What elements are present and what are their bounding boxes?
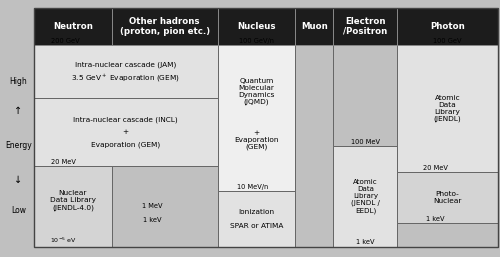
Text: 1 keV: 1 keV [356,240,374,245]
Text: ↓: ↓ [14,175,22,185]
Bar [296,45,334,247]
Text: Nuclear
Data Library
(JENDL-4.0): Nuclear Data Library (JENDL-4.0) [50,190,96,211]
Bar [34,166,112,247]
Text: Evaporation (GEM): Evaporation (GEM) [91,141,160,148]
Bar [34,8,112,45]
Text: Ionization: Ionization [238,209,274,215]
Bar [34,45,498,247]
Text: 200 GeV: 200 GeV [51,38,80,44]
Text: Electron
/Positron: Electron /Positron [344,16,388,36]
Text: Muon: Muon [301,22,328,31]
Text: Other hadrons
(proton, pion etc.): Other hadrons (proton, pion etc.) [120,16,210,36]
Bar [34,98,218,166]
Text: Photo-
Nuclear: Photo- Nuclear [434,191,462,204]
Bar [334,8,398,45]
Bar [334,45,398,146]
Text: +
Evaporation
(GEM): + Evaporation (GEM) [234,130,278,150]
Text: Neutron: Neutron [53,22,93,31]
Bar [112,166,218,247]
Text: High: High [10,77,27,86]
Text: SPAR or ATIMA: SPAR or ATIMA [230,223,283,229]
Text: 10 MeV/n: 10 MeV/n [237,184,268,190]
Text: 1 keV: 1 keV [426,216,444,223]
Text: Intra-nuclear cascade (INCL): Intra-nuclear cascade (INCL) [74,117,178,123]
Bar [398,224,498,247]
Text: 20 MeV: 20 MeV [51,159,76,165]
Text: Atomic
Data
Library
(JENDL /
EEDL): Atomic Data Library (JENDL / EEDL) [351,179,380,214]
Text: 1 keV: 1 keV [143,217,162,223]
Text: 20 MeV: 20 MeV [423,165,448,171]
Text: Quantum
Molecular
Dynamics
(JQMD): Quantum Molecular Dynamics (JQMD) [238,78,274,105]
Text: Energy: Energy [5,141,32,150]
Bar [218,191,296,247]
Bar [296,8,334,45]
Text: Intra-nuclear cascade (JAM): Intra-nuclear cascade (JAM) [75,62,176,68]
Text: Low: Low [11,206,26,215]
Bar [398,8,498,45]
Bar [398,45,498,172]
Bar [112,8,218,45]
Text: 100 GeV: 100 GeV [433,38,462,44]
Text: 100 MeV: 100 MeV [351,139,380,145]
Text: 100 GeV/n: 100 GeV/n [239,38,274,44]
Text: +: + [122,129,129,135]
Bar [334,146,398,247]
Text: 1 MeV: 1 MeV [142,203,163,209]
Bar [34,45,218,98]
Text: Photon: Photon [430,22,465,31]
Text: Nucleus: Nucleus [237,22,276,31]
Text: 10$^{-5}$ eV: 10$^{-5}$ eV [50,236,77,245]
Bar [398,172,498,224]
Bar [218,8,296,45]
Bar [218,45,296,191]
Text: ↑: ↑ [14,106,22,116]
Text: 3.5 GeV$^+$ Evaporation (GEM): 3.5 GeV$^+$ Evaporation (GEM) [72,72,180,84]
Text: Atomic
Data
Library
(JENDL): Atomic Data Library (JENDL) [434,95,462,122]
